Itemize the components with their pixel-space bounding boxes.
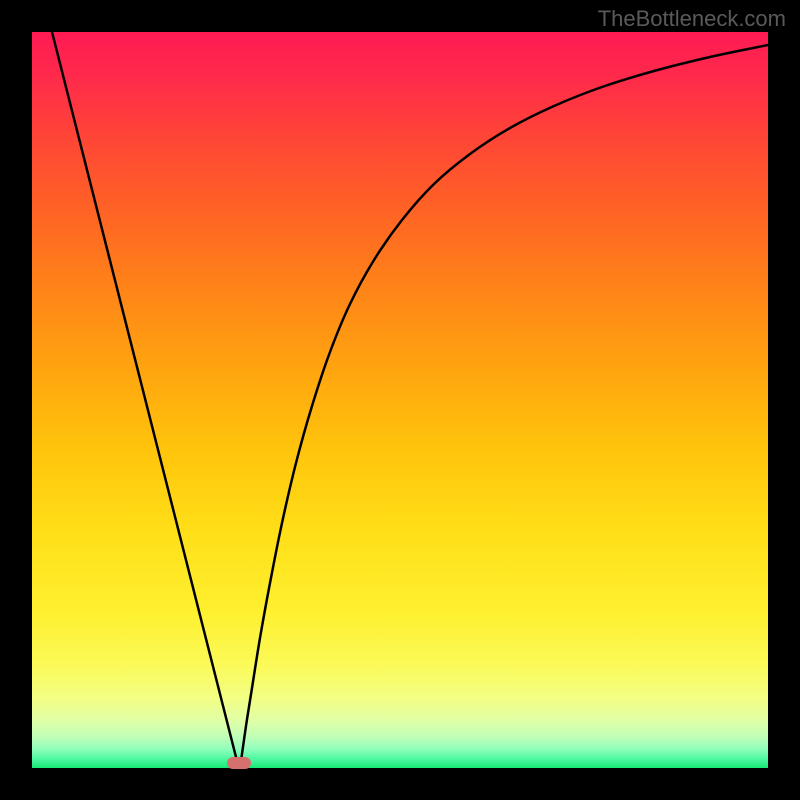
chart-background <box>32 32 768 768</box>
watermark-text: TheBottleneck.com <box>598 6 786 32</box>
chart-svg <box>32 32 768 768</box>
chart-plot-area <box>32 32 768 768</box>
vertex-marker <box>227 757 251 769</box>
